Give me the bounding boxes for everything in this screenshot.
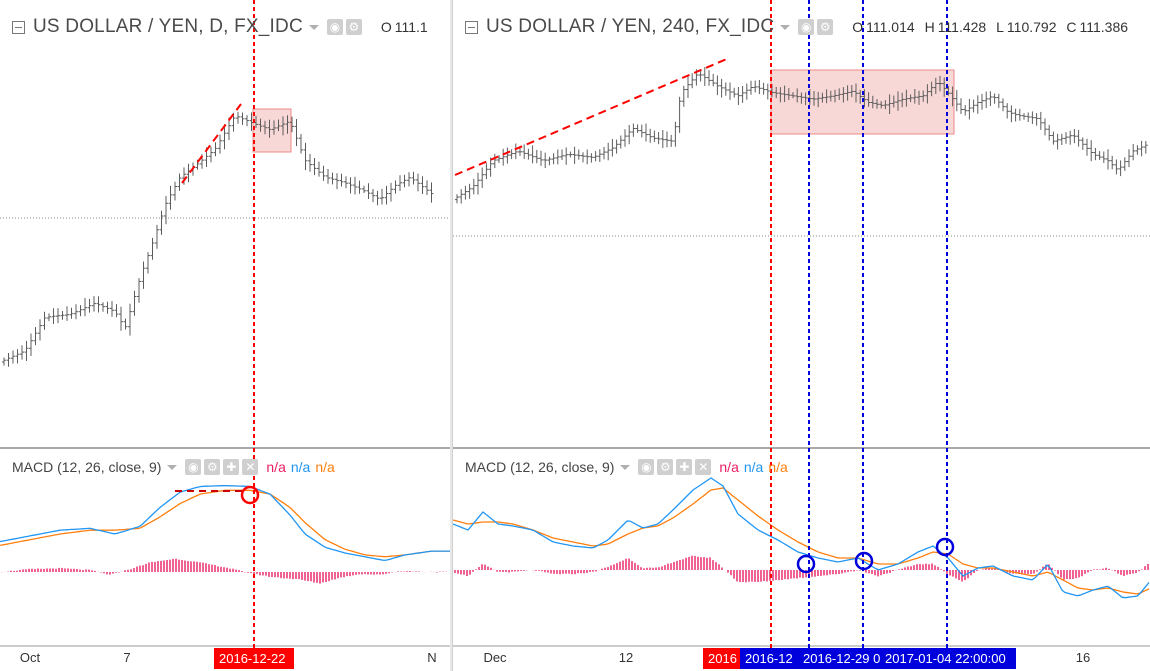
symbol-legend-right: US DOLLAR / YEN, 240, FX_IDC ◉ ⚙ O 111.01… xyxy=(465,16,1128,38)
close-icon[interactable]: ✕ xyxy=(242,459,259,475)
ohlc-label-open: O xyxy=(852,19,864,35)
gear-icon[interactable]: ⚙ xyxy=(817,19,834,35)
na-value-histogram: n/a xyxy=(266,459,286,475)
indicator-title-left: MACD (12, 26, close, 9) xyxy=(12,459,162,475)
ohlc-value-high: 111.428 xyxy=(937,19,987,35)
date-tag-bg xyxy=(703,648,740,669)
crossover-circle xyxy=(240,485,260,505)
plus-icon[interactable]: ✚ xyxy=(676,459,693,475)
time-axis-label: 12 xyxy=(619,650,633,665)
signal-line xyxy=(0,489,450,558)
ohlc-readout-right: O 111.014 H 111.428 L 110.792 C 111.386 xyxy=(846,19,1128,35)
ohlc-label-low: L xyxy=(996,19,1004,35)
ohlc-readout-left: O 111.1 xyxy=(375,19,428,35)
date-tag-bg xyxy=(740,648,798,669)
crossover-circle xyxy=(796,554,816,574)
time-axis-label: 16 xyxy=(1076,650,1090,665)
eye-icon[interactable]: ◉ xyxy=(638,459,655,475)
ohlc-value-close: 111.386 xyxy=(1079,19,1129,35)
symbol-title-right: US DOLLAR / YEN, 240, FX_IDC xyxy=(486,16,775,37)
eye-icon[interactable]: ◉ xyxy=(798,19,815,35)
ohlc-label-close: C xyxy=(1066,19,1077,35)
chart-canvas-right[interactable]: Dec 12 16 2016 2016-12 2016-12-29 0 2017-01-04… xyxy=(453,0,1150,671)
chevron-down-icon[interactable] xyxy=(780,24,791,30)
date-tag-label: 2016-12 xyxy=(745,651,793,666)
ohlc-value: 111.1 xyxy=(394,19,428,35)
chevron-down-icon[interactable] xyxy=(167,464,178,470)
chevron-down-icon[interactable] xyxy=(620,464,631,470)
crossover-circle xyxy=(854,551,874,571)
candlesticks xyxy=(2,111,434,367)
time-axis-label: N xyxy=(427,650,436,665)
time-axis-label: 7 xyxy=(123,650,130,665)
gear-icon[interactable]: ⚙ xyxy=(204,459,221,475)
panel-splitter[interactable] xyxy=(450,0,452,671)
date-tag-bg xyxy=(214,648,294,669)
indicator-title-right: MACD (12, 26, close, 9) xyxy=(465,459,615,475)
na-value-histogram: n/a xyxy=(719,459,739,475)
crossover-circle xyxy=(935,537,955,557)
date-tag-label: 2016 xyxy=(708,651,737,666)
na-value-signal: n/a xyxy=(315,459,335,475)
na-value-macd: n/a xyxy=(743,459,764,475)
time-axis-label: Oct xyxy=(20,650,41,665)
candlesticks xyxy=(455,67,1148,204)
macd-line xyxy=(453,477,1150,599)
range-box xyxy=(252,108,292,153)
plus-icon[interactable]: ✚ xyxy=(223,459,240,475)
chart-canvas-left[interactable]: Oct 7 N 2016-12-22 xyxy=(0,0,450,671)
date-tag-bg xyxy=(880,648,1016,669)
collapse-icon[interactable] xyxy=(12,20,25,34)
ohlc-value-low: 110.792 xyxy=(1006,19,1057,35)
indicator-legend-right: MACD (12, 26, close, 9) ◉ ⚙ ✚ ✕ n/a n/a … xyxy=(465,459,788,475)
macd-histogram xyxy=(1,558,447,584)
symbol-legend-left: US DOLLAR / YEN, D, FX_IDC ◉ ⚙ O 111.1 xyxy=(12,16,428,38)
eye-icon[interactable]: ◉ xyxy=(326,19,343,35)
trend-line xyxy=(454,57,730,176)
ohlc-label: O xyxy=(380,19,392,35)
time-axis-label: Dec xyxy=(483,650,507,665)
na-value-macd: n/a xyxy=(290,459,311,475)
signal-line xyxy=(453,487,1150,595)
chart-panel-left[interactable]: Oct 7 N 2016-12-22 US DOLLAR / YEN, D, FX_I… xyxy=(0,0,451,671)
date-tag-label: 2016-12-22 xyxy=(219,651,286,666)
gear-icon[interactable]: ⚙ xyxy=(657,459,674,475)
eye-icon[interactable]: ◉ xyxy=(185,459,202,475)
close-icon[interactable]: ✕ xyxy=(695,459,712,475)
ohlc-value-open: 111.014 xyxy=(866,19,915,35)
symbol-title-left: US DOLLAR / YEN, D, FX_IDC xyxy=(33,16,303,37)
trend-line xyxy=(181,103,242,184)
date-tag-bg xyxy=(798,648,880,669)
chevron-down-icon[interactable] xyxy=(308,24,319,30)
indicator-legend-left: MACD (12, 26, close, 9) ◉ ⚙ ✚ ✕ n/a n/a … xyxy=(12,459,335,475)
date-tag-label: 2016-12-29 0 xyxy=(803,651,880,666)
ohlc-label-high: H xyxy=(924,19,935,35)
collapse-icon[interactable] xyxy=(465,20,478,34)
date-tag-label: 2017-01-04 22:00:00 xyxy=(885,651,1006,666)
chart-panel-right[interactable]: Dec 12 16 2016 2016-12 2016-12-29 0 2017-01-04… xyxy=(452,0,1150,671)
macd-histogram xyxy=(454,555,1149,583)
macd-line xyxy=(0,484,450,562)
na-value-signal: n/a xyxy=(768,459,788,475)
gear-icon[interactable]: ⚙ xyxy=(345,19,362,35)
